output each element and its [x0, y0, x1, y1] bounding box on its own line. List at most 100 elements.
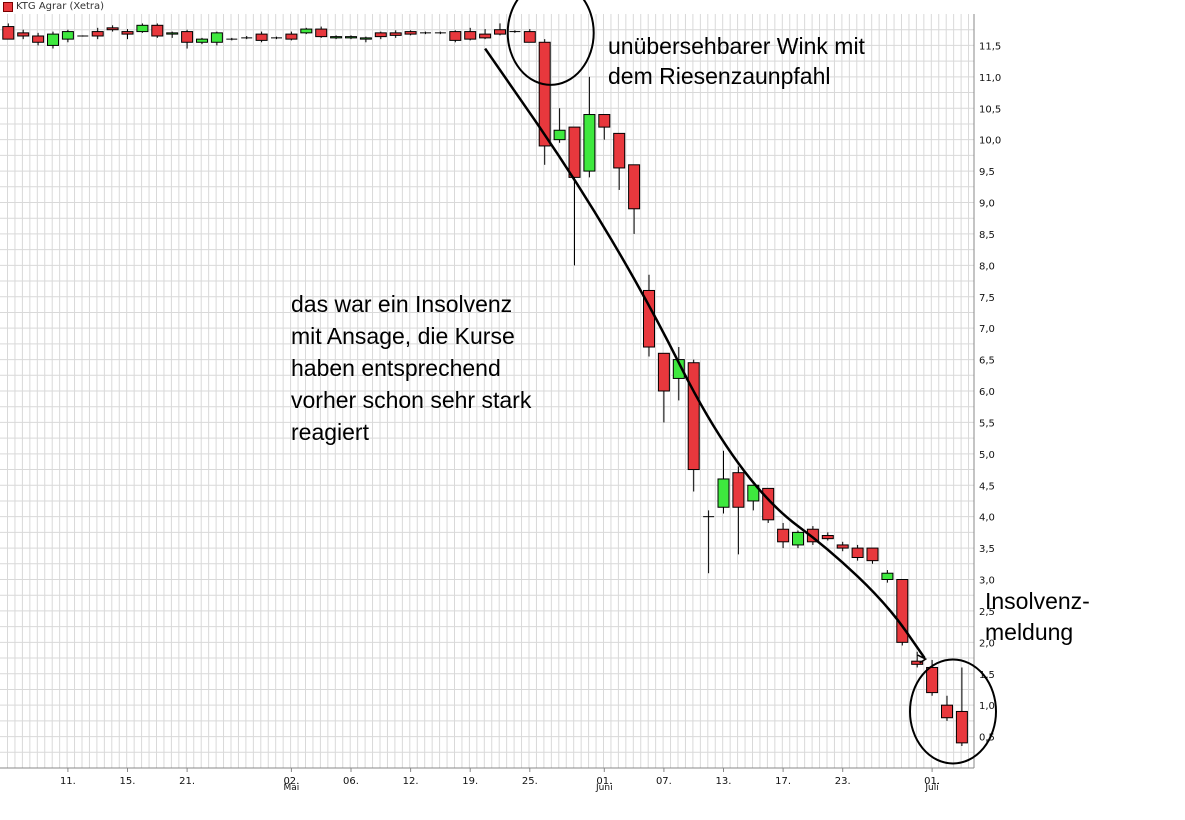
x-tick-label: 21.: [179, 776, 195, 787]
y-tick-label: 5,5: [979, 418, 995, 429]
candle-body: [657, 352, 670, 392]
candle: [523, 29, 536, 43]
candle-body: [494, 29, 506, 35]
candle: [389, 30, 402, 38]
y-tick-label: 11,0: [979, 73, 1001, 84]
candle: [628, 164, 641, 234]
candle: [181, 29, 194, 49]
candle: [777, 522, 790, 549]
candle-body: [2, 26, 15, 40]
candle: [315, 26, 328, 38]
candle: [420, 31, 431, 35]
x-tick-label: 12.: [403, 776, 419, 787]
candles: [2, 23, 968, 747]
candle: [866, 547, 879, 564]
candle-body: [196, 38, 208, 43]
candle: [509, 30, 521, 33]
chart-grid: [0, 14, 974, 768]
x-tick-label: 13.: [716, 776, 732, 787]
x-tick-label: 01.: [596, 776, 612, 787]
candle-body: [32, 35, 45, 43]
candle-body: [255, 33, 268, 41]
x-tick-label: 11.: [60, 776, 76, 787]
y-tick-label: 1,5: [979, 670, 995, 681]
candle-body: [91, 31, 104, 37]
candle-body: [583, 114, 596, 172]
candle: [151, 23, 164, 38]
x-tick-label: 15.: [120, 776, 136, 787]
candle: [285, 31, 298, 41]
candle: [106, 25, 119, 32]
candle-body: [136, 24, 149, 33]
candle: [479, 29, 492, 40]
x-tick-label: 02.: [283, 776, 299, 787]
candle-body: [628, 164, 641, 210]
candle-body: [613, 132, 626, 169]
y-tick-label: 2,0: [979, 638, 995, 649]
y-tick-label: 8,0: [979, 261, 995, 272]
annotation-insolvenzmeldung: Insolvenz- meldung: [985, 588, 1090, 645]
y-tick-label: 8,5: [979, 230, 995, 241]
candle-body: [47, 33, 59, 46]
candle-body: [61, 31, 74, 40]
candle-body: [374, 32, 387, 38]
highlight-circles: [506, 0, 997, 765]
candle-body: [523, 31, 536, 43]
candle: [17, 29, 30, 40]
candle: [464, 27, 477, 41]
chart-axes: [0, 14, 975, 769]
candle-body: [106, 27, 119, 31]
candle-body: [151, 24, 164, 37]
trend-line: [484, 47, 926, 659]
candle-body: [449, 31, 462, 41]
y-tick-label: 4,0: [979, 513, 995, 524]
x-tick-label: 06.: [343, 776, 359, 787]
candle: [330, 35, 343, 40]
candle-body: [285, 33, 298, 40]
candle: [955, 667, 968, 747]
y-axis-ticks: 0,5 1,0 1,5 2,0 2,5 3,0 3,5 4,0 4,5 5,0 5,5 6,0 6,5 7…: [979, 41, 1001, 743]
candle-body: [851, 547, 864, 559]
chart-legend: KTG Agrar (Xetra): [3, 1, 104, 12]
candle: [598, 114, 611, 140]
candle: [583, 76, 596, 178]
trend-line-group: [484, 47, 928, 664]
candle: [792, 530, 804, 549]
candle: [806, 526, 819, 545]
candle: [374, 31, 387, 40]
candle-body: [896, 579, 909, 643]
candle-body: [404, 31, 417, 35]
candle: [717, 450, 730, 514]
candle: [613, 132, 626, 190]
candle-body: [389, 32, 402, 36]
candle: [911, 651, 924, 668]
x-month-label: Mai: [284, 783, 300, 793]
candle: [494, 23, 506, 36]
candle: [821, 532, 834, 541]
candle: [404, 30, 417, 36]
x-tick-label: 23.: [835, 776, 851, 787]
candle-body: [210, 32, 223, 43]
candle: [241, 35, 253, 40]
candle: [553, 108, 566, 143]
candle-body: [911, 660, 924, 665]
candle-body: [166, 32, 179, 35]
x-tick-label: 01.: [924, 776, 940, 787]
y-tick-label: 1,0: [979, 701, 995, 712]
candle: [2, 23, 15, 40]
x-tick-label: 19.: [462, 776, 478, 787]
candle: [672, 347, 685, 401]
candle: [91, 27, 104, 40]
candle: [136, 23, 149, 33]
candle: [881, 570, 894, 583]
y-tick-label: 0,5: [979, 733, 995, 744]
y-tick-label: 6,0: [979, 387, 995, 398]
candle-body: [359, 37, 372, 40]
candle: [747, 484, 760, 511]
candle: [47, 31, 59, 49]
candle-body: [806, 528, 819, 543]
candle: [836, 541, 849, 552]
candle-body: [181, 31, 194, 43]
candle: [643, 274, 655, 357]
